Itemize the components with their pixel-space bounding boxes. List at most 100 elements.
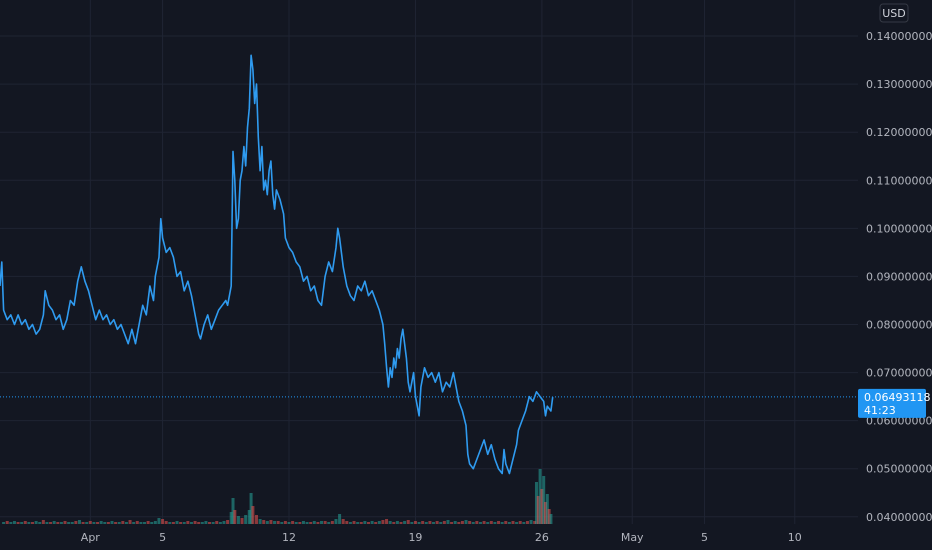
volume-bar <box>352 521 356 524</box>
volume-bar <box>341 519 345 524</box>
volume-bar <box>518 521 522 524</box>
volume-bar <box>417 522 421 524</box>
volume-bar <box>323 521 327 524</box>
volume-bar <box>457 522 461 524</box>
volume-bar <box>265 521 269 524</box>
volume-bar <box>403 521 407 524</box>
volume-bar <box>338 514 342 524</box>
volume-bar <box>334 519 338 524</box>
volume-bar <box>381 520 385 524</box>
y-tick-label: 0.04000000 <box>866 511 932 524</box>
volume-bar <box>2 522 6 524</box>
y-tick-label: 0.10000000 <box>866 222 932 235</box>
volume-bar <box>63 521 67 524</box>
volume-bar <box>56 522 60 524</box>
volume-bar <box>468 521 472 524</box>
volume-bar <box>493 522 497 524</box>
volume-bar <box>283 521 287 524</box>
volume-bar <box>395 521 399 524</box>
volume-bar <box>370 521 374 524</box>
volume-bar <box>150 522 154 524</box>
volume-bar <box>99 521 103 524</box>
x-tick-label: Apr <box>81 531 101 544</box>
volume-bar <box>366 522 370 524</box>
volume-bar <box>135 521 139 524</box>
volume-bar <box>544 502 548 524</box>
volume-bar <box>251 506 255 524</box>
volume-bar <box>233 510 237 524</box>
volume-bar <box>200 522 204 524</box>
x-tick-label: 12 <box>282 531 296 544</box>
volume-bar <box>446 520 450 524</box>
volume-bar <box>161 519 165 524</box>
volume-bar <box>316 522 320 524</box>
volume-bar <box>146 521 150 524</box>
volume-bar <box>77 520 81 524</box>
volume-bar <box>45 522 49 524</box>
volume-bar <box>114 522 118 524</box>
volume-bar <box>442 521 446 524</box>
volume-bar <box>139 522 143 524</box>
volume-bar <box>301 521 305 524</box>
volume-bar <box>486 522 490 524</box>
volume-bar <box>460 521 464 524</box>
volume-bar <box>298 522 302 524</box>
volume-bar <box>545 494 549 524</box>
volume-bar <box>81 522 85 524</box>
x-tick-label: 5 <box>159 531 166 544</box>
x-tick-label: May <box>621 531 644 544</box>
volume-bar <box>96 522 100 524</box>
volume-bar <box>374 522 378 524</box>
volume-bar <box>515 522 519 524</box>
volume-bar <box>529 520 533 524</box>
x-axis: Apr 5 12 19 26 May 5 10 <box>81 531 802 544</box>
volume-bar <box>5 521 9 524</box>
volume-bar <box>143 522 147 524</box>
volume-bar <box>222 521 226 524</box>
volume-bar <box>110 521 114 524</box>
y-tick-label: 0.05000000 <box>866 463 932 476</box>
volume-bar <box>287 522 291 524</box>
volume-bar <box>269 520 273 524</box>
last-price-badge-bg <box>858 388 926 418</box>
volume-bars <box>2 469 553 524</box>
volume-bar <box>106 522 110 524</box>
volume-bar <box>478 522 482 524</box>
volume-bar <box>85 522 89 524</box>
volume-bar <box>421 521 425 524</box>
volume-bar <box>276 521 280 524</box>
volume-bar <box>41 520 45 524</box>
volume-bar <box>103 522 107 524</box>
volume-bar <box>236 516 240 524</box>
volume-bar <box>435 521 439 524</box>
volume-bar <box>182 522 186 524</box>
volume-bar <box>327 522 331 524</box>
volume-bar <box>475 521 479 524</box>
volume-bar <box>471 522 475 524</box>
volume-bar <box>388 521 392 524</box>
volume-bar <box>215 521 219 524</box>
volume-bar <box>197 522 201 524</box>
volume-bar <box>121 521 125 524</box>
volume-bar <box>385 519 389 524</box>
y-tick-label: 0.12000000 <box>866 126 932 139</box>
volume-bar <box>128 520 132 524</box>
volume-bar <box>406 520 410 524</box>
y-gridlines <box>0 35 858 518</box>
volume-bar <box>522 522 526 524</box>
volume-bar <box>153 521 157 524</box>
volume-bar <box>258 519 262 524</box>
volume-bar <box>189 522 193 524</box>
volume-bar <box>262 520 266 524</box>
volume-bar <box>280 522 284 524</box>
volume-bar <box>330 521 334 524</box>
y-tick-label: 0.14000000 <box>866 30 932 43</box>
currency-button[interactable]: USD <box>879 3 909 23</box>
volume-bar <box>240 518 244 524</box>
volume-bar <box>482 521 486 524</box>
volume-bar <box>27 522 31 524</box>
volume-bar <box>157 518 161 524</box>
